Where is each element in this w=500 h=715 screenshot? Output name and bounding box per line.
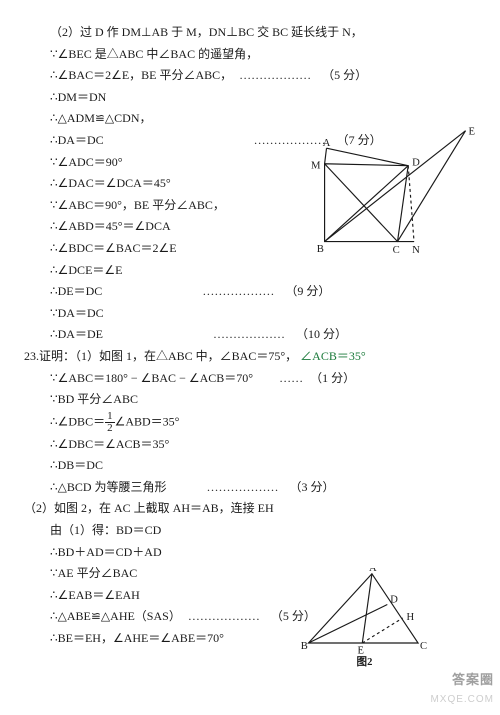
line-15-text: ∴DA＝DE: [50, 327, 103, 341]
line-13-text: ∴DE＝DC: [50, 284, 102, 298]
dots: [184, 609, 264, 623]
points-10: （10 分）: [296, 327, 347, 341]
points-9: （9 分）: [285, 284, 330, 298]
fig1-label-B: B: [317, 243, 324, 255]
figure-2-svg: A B C E D H 图2: [300, 568, 440, 668]
line-19b: ∠ABD＝35°: [115, 414, 180, 428]
figure-1-svg: A M B C N D E: [310, 120, 485, 260]
line-24: 由（1）得：BD＝CD: [50, 520, 480, 542]
line-3: ∴∠BAC＝2∠E，BE 平分∠ABC， （5 分）: [50, 65, 480, 87]
fig1-label-A: A: [323, 137, 331, 149]
line-19a: ∴∠DBC＝: [50, 414, 105, 428]
dots: [198, 284, 278, 298]
line-17-text: ∵∠ABC＝180° − ∠BAC − ∠ACB＝70°: [50, 371, 253, 385]
line-16: 23.证明：（1）如图 1，在△ABC 中，∠BAC＝75°， ∠ACB＝35°: [24, 346, 480, 368]
line-6-text: ∴DA＝DC: [50, 133, 104, 147]
figure-2: A B C E D H 图2: [300, 568, 440, 668]
line-13: ∴DE＝DC （9 分）: [50, 281, 480, 303]
line-16a: 23.证明：（1）如图 1，在△ABC 中，∠BAC＝75°，: [24, 349, 297, 363]
watermark-line1: 答案圈: [430, 668, 494, 691]
dots: [203, 480, 283, 494]
fig2-label-D: D: [390, 595, 398, 606]
fig2-label-E: E: [358, 646, 364, 657]
dots: [209, 327, 289, 341]
fig1-label-E: E: [468, 126, 475, 138]
line-2: ∵∠BEC 是△ABC 中∠BAC 的遥望角，: [50, 44, 480, 66]
line-12: ∴∠DCE＝∠E: [50, 260, 480, 282]
fig2-label-A: A: [369, 568, 377, 574]
exam-page: （2）过 D 作 DM⊥AB 于 M，DN⊥BC 交 BC 延长线于 N， ∵∠…: [0, 0, 500, 715]
line-20: ∴∠DBC＝∠ACB＝35°: [50, 434, 480, 456]
points-3: （3 分）: [290, 480, 335, 494]
frac-den: 2: [105, 423, 115, 434]
fig1-label-C: C: [393, 244, 400, 256]
line-4: ∴DM＝DN: [50, 87, 480, 109]
fig2-label-B: B: [301, 641, 308, 652]
points-1: （1 分）: [310, 371, 355, 385]
fig1-label-D: D: [412, 157, 420, 169]
line-3-text: ∴∠BAC＝2∠E，BE 平分∠ABC，: [50, 68, 232, 82]
fig1-label-M: M: [311, 160, 321, 172]
fig2-caption: 图2: [357, 656, 373, 668]
dots: [235, 68, 315, 82]
figure-1: A M B C N D E: [310, 120, 485, 260]
line-28-text: ∴△ABE≌△AHE（SAS）: [50, 609, 181, 623]
points-5: （5 分）: [322, 68, 367, 82]
line-19: ∴∠DBC＝12∠ABD＝35°: [50, 411, 480, 434]
line-25: ∴BD＋AD＝CD＋AD: [50, 542, 480, 564]
watermark: 答案圈 MXQE.COM: [430, 668, 494, 709]
line-14: ∵DA＝DC: [50, 303, 480, 325]
watermark-line2: MXQE.COM: [430, 691, 494, 709]
fig1-label-N: N: [412, 244, 420, 256]
line-23: （2）如图 2，在 AC 上截取 AH＝AB，连接 EH: [24, 498, 480, 520]
line-1: （2）过 D 作 DM⊥AB 于 M，DN⊥BC 交 BC 延长线于 N，: [50, 22, 480, 44]
line-15: ∴DA＝DE （10 分）: [50, 324, 480, 346]
line-18: ∵BD 平分∠ABC: [50, 389, 480, 411]
dots-short: ……: [279, 371, 303, 385]
line-17: ∵∠ABC＝180° − ∠BAC − ∠ACB＝70° …… （1 分）: [50, 368, 480, 390]
fig2-label-C: C: [420, 641, 427, 652]
fig2-label-H: H: [407, 612, 415, 623]
line-16b: ∠ACB＝35°: [300, 349, 365, 363]
frac-num: 1: [105, 411, 115, 423]
line-22: ∴△BCD 为等腰三角形 （3 分）: [50, 477, 480, 499]
fraction-half: 12: [105, 411, 115, 434]
line-21: ∴DB＝DC: [50, 455, 480, 477]
line-22-text: ∴△BCD 为等腰三角形: [50, 480, 167, 494]
